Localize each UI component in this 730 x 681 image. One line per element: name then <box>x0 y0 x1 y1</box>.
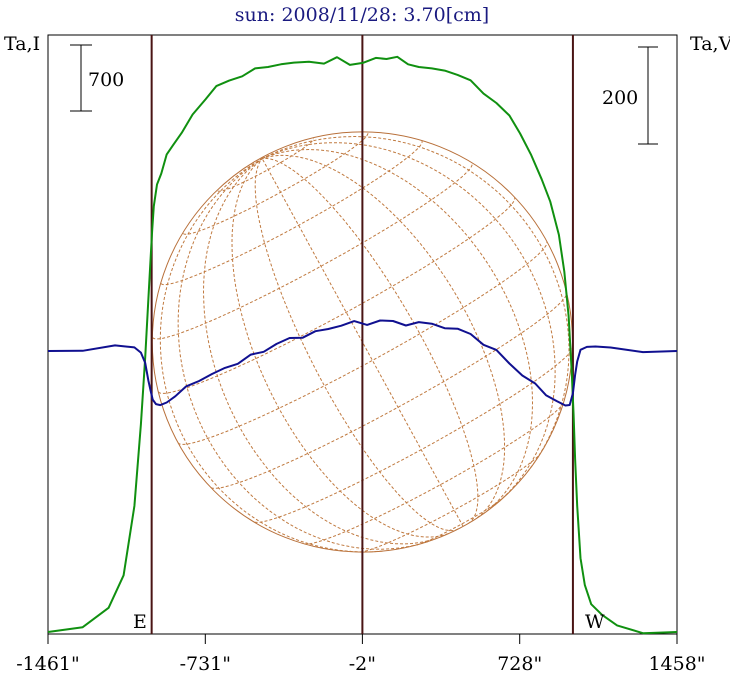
meridian-line <box>231 158 449 538</box>
x-tick-label: -2" <box>349 653 376 675</box>
x-tick-label: -731" <box>180 653 231 675</box>
meridian-line <box>202 158 443 545</box>
chart-title: sun: 2008/11/28: 3.70[cm] <box>235 4 489 26</box>
parallel-line <box>158 197 516 394</box>
right-scale-bar: 200 <box>602 46 658 145</box>
parallel-line <box>177 241 548 445</box>
left-scale-bar: 700 <box>70 44 124 112</box>
west-limb-label: W <box>585 611 605 633</box>
x-tick-label: -1461" <box>16 653 80 675</box>
x-tick-label: 728" <box>497 653 542 675</box>
meridian-line <box>262 148 534 515</box>
parallel-line <box>210 293 568 489</box>
meridian-line <box>159 158 383 553</box>
meridian-line <box>261 158 464 527</box>
series-line-1 <box>47 55 678 635</box>
parallel-line <box>183 132 369 235</box>
parallel-line <box>360 453 541 553</box>
parallel-line <box>217 138 314 192</box>
series-line-2 <box>47 319 678 407</box>
left-scale-bar-label: 700 <box>88 69 124 91</box>
right-scale-bar-label: 200 <box>602 87 638 109</box>
meridian-line <box>254 158 459 532</box>
solar-disk-grid <box>151 131 573 553</box>
series-layer <box>47 55 678 635</box>
meridian-line <box>261 135 570 473</box>
x-axis-ticks: -1461" -731" -2" 728" 1458" <box>16 634 706 675</box>
parallel-line <box>152 162 473 340</box>
meridian-line <box>177 158 429 550</box>
meridian-line <box>262 154 506 519</box>
parallel-line <box>160 140 423 286</box>
x-tick-label: 1458" <box>648 653 705 675</box>
left-axis-label: Ta,I <box>4 33 40 55</box>
parallel-line <box>254 348 573 523</box>
meridian-line <box>261 142 556 506</box>
right-axis-label: Ta,V <box>690 33 730 55</box>
vertical-markers <box>150 35 574 634</box>
parallel-line <box>304 402 565 545</box>
east-limb-label: E <box>133 611 147 633</box>
parallel-line <box>416 496 505 546</box>
